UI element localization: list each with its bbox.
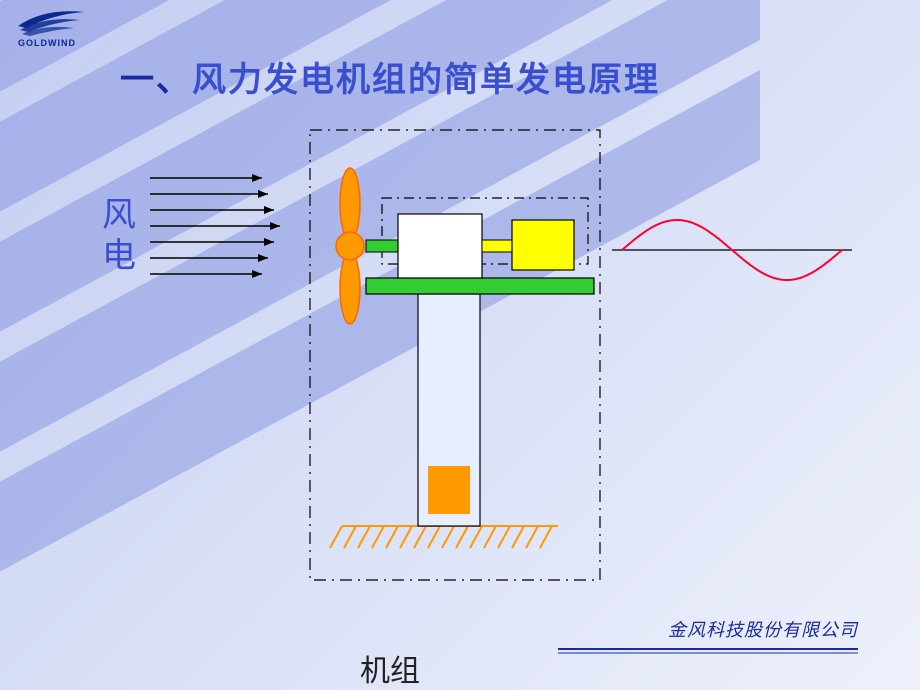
goldwind-logo: GOLDWIND (14, 6, 100, 55)
footer-company: 金风科技股份有限公司 (558, 616, 858, 642)
logo-wing-icon: GOLDWIND (14, 6, 100, 50)
title-prefix: 一、 (120, 62, 192, 99)
turbine-diagram (150, 120, 870, 620)
sine-wave-output (612, 210, 872, 300)
wind-label-line1: 风 (102, 196, 136, 237)
turbine-label: 机组 (360, 646, 420, 690)
footer-rule-icon (558, 647, 858, 655)
footer: 金风科技股份有限公司 (558, 616, 858, 660)
wind-label-line2: 电 (102, 237, 136, 278)
title-text: 风力发电机组的简单发电原理 (192, 62, 660, 99)
slide-title: 一、风力发电机组的简单发电原理 (120, 52, 660, 101)
svg-text:GOLDWIND: GOLDWIND (18, 38, 76, 48)
wind-label: 风 电 (102, 196, 136, 278)
